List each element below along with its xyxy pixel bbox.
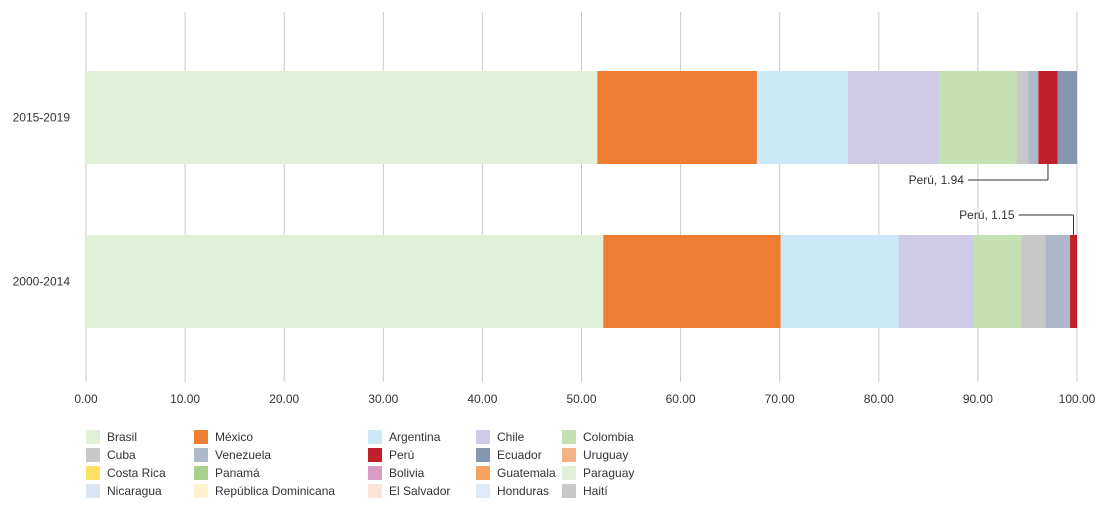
legend-label: Uruguay (583, 447, 629, 462)
legend-swatch (194, 465, 208, 480)
legend-label: Cuba (107, 447, 136, 462)
legend-item-mexico: México (194, 428, 368, 445)
category-label: 2015-2019 (13, 111, 71, 125)
legend-item-uruguay: Uruguay (562, 446, 662, 463)
legend-label: Haití (583, 483, 608, 498)
legend-label: Costa Rica (107, 465, 166, 480)
legend-label: Argentina (389, 429, 441, 444)
x-tick-label: 0.00 (74, 392, 98, 406)
legend-label: Panamá (215, 465, 260, 480)
legend-item-panama: Panamá (194, 464, 368, 481)
legend-label: Paraguay (583, 465, 635, 480)
x-tick-label: 40.00 (467, 392, 497, 406)
legend: Brasil México Argentina Chile Colombia Cuba Ve… (86, 428, 706, 499)
legend-swatch (562, 429, 576, 444)
legend-swatch (562, 483, 576, 498)
legend-item-chile: Chile (476, 428, 562, 445)
x-tick-label: 90.00 (963, 392, 993, 406)
x-axis-tick-labels: 0.00 10.00 20.00 30.00 40.00 50.00 60.00 70.00 8… (74, 392, 1095, 406)
legend-item-venezuela: Venezuela (194, 446, 368, 463)
legend-item-colombia: Colombia (562, 428, 662, 445)
legend-swatch (476, 465, 490, 480)
bar-segment-cuba (1016, 71, 1029, 164)
bar-segment-colombia (973, 235, 1022, 328)
x-tick-label: 80.00 (864, 392, 894, 406)
legend-item-guatemala: Guatemala (476, 464, 562, 481)
bar-segment-chile (848, 71, 940, 164)
legend-swatch (86, 429, 100, 444)
category-label: 2000-2014 (13, 275, 71, 289)
legend-swatch (476, 483, 490, 498)
legend-swatch (368, 447, 382, 462)
x-tick-label: 100.00 (1059, 392, 1096, 406)
legend-swatch (86, 465, 100, 480)
legend-swatch (368, 429, 382, 444)
legend-label: Nicaragua (107, 483, 162, 498)
x-tick-label: 70.00 (765, 392, 795, 406)
legend-item-argentina: Argentina (368, 428, 476, 445)
legend-swatch (194, 483, 208, 498)
legend-swatch (86, 483, 100, 498)
legend-label: Bolivia (389, 465, 425, 480)
x-tick-label: 20.00 (269, 392, 299, 406)
legend-label: El Salvador (389, 483, 451, 498)
legend-item-peru: Perú (368, 446, 476, 463)
legend-item-el-salvador: El Salvador (368, 482, 476, 499)
legend-label: Perú (389, 447, 415, 462)
legend-swatch (368, 483, 382, 498)
legend-swatch (86, 447, 100, 462)
bar-segment-venezuela (1028, 71, 1039, 164)
bar-segment-mexico (597, 71, 757, 164)
legend-swatch (476, 429, 490, 444)
bar-segment-ecuador (1057, 71, 1077, 164)
x-tick-label: 50.00 (566, 392, 596, 406)
x-tick-label: 30.00 (368, 392, 398, 406)
category-labels: 2015-2019 2000-2014 (13, 111, 71, 289)
legend-label: México (215, 429, 254, 444)
legend-label: Colombia (583, 429, 634, 444)
bar-segment-cuba (1021, 235, 1046, 328)
bar-segments (86, 71, 1077, 328)
legend-label: Chile (497, 429, 525, 444)
legend-item-brasil: Brasil (86, 428, 194, 445)
bar-segment-mexico (603, 235, 781, 328)
bar-segment-venezuela (1045, 235, 1071, 328)
legend-item-bolivia: Bolivia (368, 464, 476, 481)
bar-segment-argentina (756, 71, 849, 164)
legend-label: Guatemala (497, 465, 556, 480)
annotation-label: Perú, 1.94 (909, 173, 965, 187)
legend-item-costa-rica: Costa Rica (86, 464, 194, 481)
legend-swatch (476, 447, 490, 462)
legend-swatch (194, 429, 208, 444)
legend-label: República Dominicana (215, 483, 336, 498)
legend-label: Venezuela (215, 447, 272, 462)
stacked-bar-chart: 0.00 10.00 20.00 30.00 40.00 50.00 60.00 70.00 8… (13, 12, 1096, 406)
legend-item-cuba: Cuba (86, 446, 194, 463)
annotation-label: Perú, 1.15 (959, 208, 1015, 222)
x-tick-label: 60.00 (666, 392, 696, 406)
legend-item-haiti: Haití (562, 482, 662, 499)
legend-item-republica-dominicana: República Dominicana (194, 482, 368, 499)
bar-segment-brasil (86, 71, 598, 164)
x-tick-label: 10.00 (170, 392, 200, 406)
legend-item-nicaragua: Nicaragua (86, 482, 194, 499)
legend-item-ecuador: Ecuador (476, 446, 562, 463)
annotations: Perú, 1.94 Perú, 1.15 (909, 164, 1075, 235)
legend-swatch (562, 447, 576, 462)
legend-grid: Brasil México Argentina Chile Colombia Cuba Ve… (86, 428, 706, 499)
legend-label: Brasil (107, 429, 138, 444)
bar-segment-colombia (939, 71, 1017, 164)
legend-swatch (562, 465, 576, 480)
legend-label: Ecuador (497, 447, 542, 462)
bar-segment-argentina (780, 235, 899, 328)
legend-label: Honduras (497, 483, 550, 498)
legend-swatch (368, 465, 382, 480)
legend-item-paraguay: Paraguay (562, 464, 662, 481)
bar-segment-chile (898, 235, 974, 328)
bar-segment-peru (1070, 235, 1077, 328)
bar-segment-brasil (86, 235, 604, 328)
legend-swatch (194, 447, 208, 462)
legend-item-honduras: Honduras (476, 482, 562, 499)
bar-segment-peru (1038, 71, 1058, 164)
